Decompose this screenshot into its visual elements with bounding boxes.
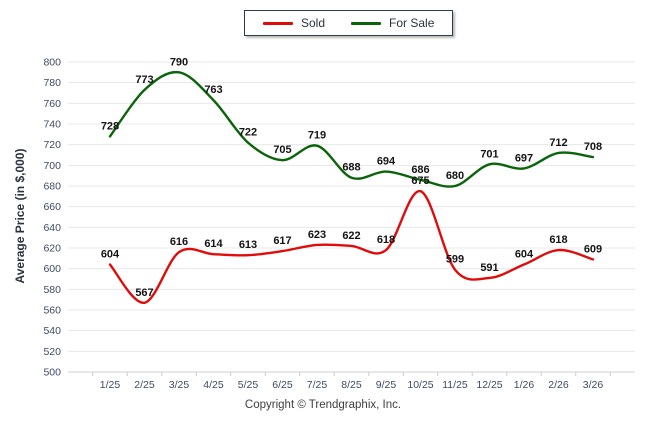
series-line-sold <box>108 189 595 304</box>
copyright-text: Copyright © Trendgraphix, Inc. <box>244 399 402 411</box>
for-sale-line-swatch <box>351 21 382 25</box>
point-label-sold: 623 <box>308 229 326 241</box>
y-tick-label: 620 <box>43 243 61 255</box>
y-tick-label: 760 <box>43 98 61 110</box>
point-label-sold: 609 <box>584 243 602 255</box>
legend-label-sold: Sold <box>301 16 326 30</box>
point-label-for-sale: 688 <box>342 162 360 174</box>
x-tick-label: 12/25 <box>476 379 502 391</box>
point-label-sold: 591 <box>480 262 498 274</box>
point-label-for-sale: 722 <box>239 127 257 139</box>
y-tick-label: 640 <box>43 222 61 234</box>
x-tick-label: 6/25 <box>272 379 293 391</box>
point-label-sold: 617 <box>273 235 291 247</box>
x-tick-label: 11/25 <box>442 379 468 391</box>
x-tick-label: 9/25 <box>376 379 397 391</box>
legend-item-sold: Sold <box>263 16 325 30</box>
legend-item-for-sale: For Sale <box>351 16 434 30</box>
point-label-sold: 618 <box>377 234 395 246</box>
point-label-sold: 675 <box>411 175 429 187</box>
y-tick-label: 500 <box>43 367 61 379</box>
point-label-for-sale: 705 <box>273 144 291 156</box>
y-tick-label: 660 <box>43 201 61 213</box>
x-tick-label: 3/25 <box>169 379 190 391</box>
x-tick-label: 4/25 <box>203 379 224 391</box>
point-label-sold: 622 <box>342 230 360 242</box>
point-label-for-sale: 708 <box>584 141 602 153</box>
y-tick-label: 700 <box>43 160 61 172</box>
legend-label-for-sale: For Sale <box>389 16 435 30</box>
point-label-sold: 604 <box>515 249 534 261</box>
point-label-sold: 604 <box>101 249 120 261</box>
point-label-sold: 567 <box>135 287 153 299</box>
point-label-for-sale: 728 <box>101 120 119 132</box>
x-tick-label: 3/26 <box>583 379 604 391</box>
point-label-for-sale: 773 <box>135 74 153 86</box>
point-label-sold: 613 <box>239 239 257 251</box>
point-label-for-sale: 686 <box>411 164 429 176</box>
point-label-for-sale: 712 <box>549 137 567 149</box>
y-tick-label: 560 <box>43 305 61 317</box>
x-tick-label: 1/26 <box>514 379 535 391</box>
x-tick-label: 7/25 <box>307 379 328 391</box>
y-tick-label: 600 <box>43 263 61 275</box>
point-label-sold: 614 <box>204 238 223 250</box>
y-tick-label: 800 <box>43 57 61 69</box>
point-label-for-sale: 790 <box>170 56 188 68</box>
x-tick-label: 8/25 <box>341 379 362 391</box>
point-label-for-sale: 701 <box>480 148 498 160</box>
chart-legend: Sold For Sale <box>244 10 454 36</box>
x-tick-label: 2/25 <box>134 379 155 391</box>
x-tick-label: 10/25 <box>407 379 433 391</box>
point-label-sold: 599 <box>446 254 464 266</box>
y-tick-label: 720 <box>43 139 61 151</box>
x-tick-label: 1/25 <box>100 379 121 391</box>
y-tick-label: 680 <box>43 181 61 193</box>
point-label-sold: 618 <box>549 234 567 246</box>
y-tick-label: 780 <box>43 77 61 89</box>
series-line-for-sale <box>108 70 595 188</box>
point-label-for-sale: 694 <box>377 156 396 168</box>
point-label-sold: 616 <box>170 236 188 248</box>
point-label-for-sale: 763 <box>204 84 222 96</box>
y-tick-label: 740 <box>43 119 61 131</box>
x-tick-label: 2/26 <box>548 379 569 391</box>
sold-line-swatch <box>263 21 293 25</box>
x-tick-label: 5/25 <box>238 379 259 391</box>
point-label-for-sale: 719 <box>308 130 326 142</box>
y-tick-label: 540 <box>43 325 61 337</box>
point-label-for-sale: 697 <box>515 152 533 164</box>
y-tick-label: 580 <box>43 284 61 296</box>
point-label-for-sale: 680 <box>446 170 464 182</box>
y-tick-label: 520 <box>43 346 61 358</box>
